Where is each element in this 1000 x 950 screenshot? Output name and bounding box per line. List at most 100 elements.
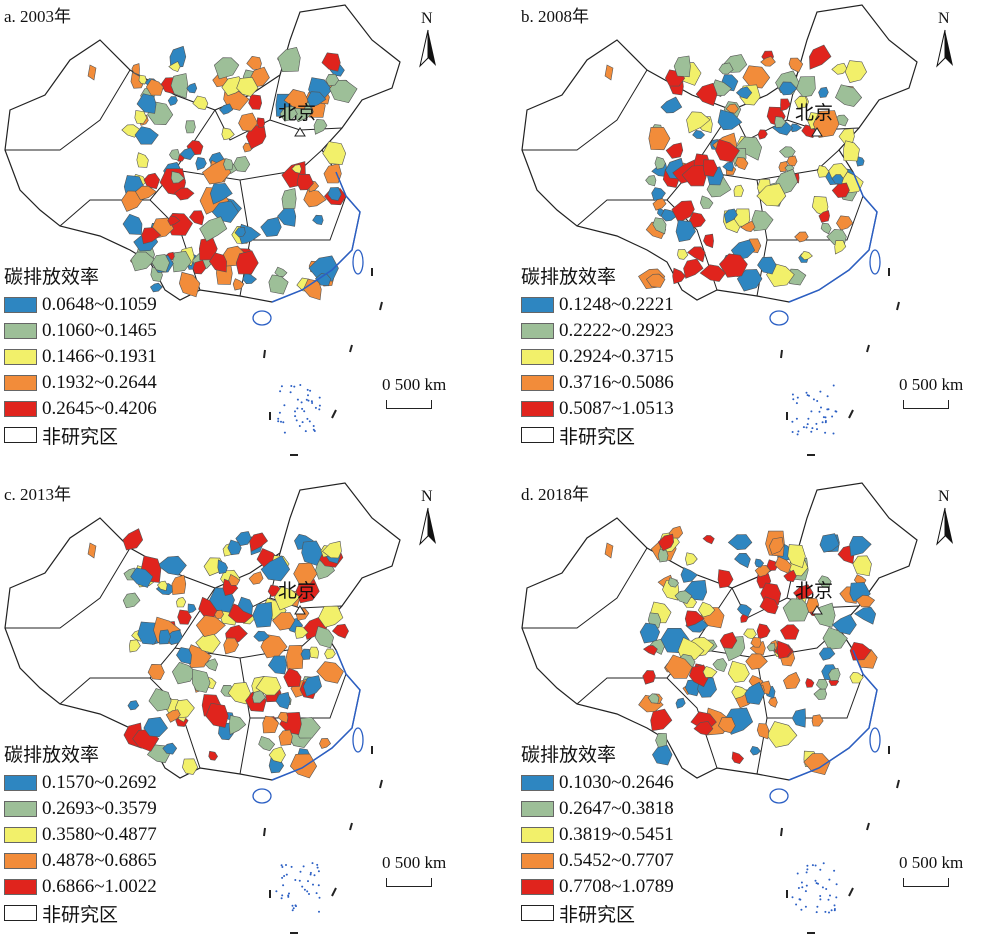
- province-border: [5, 547, 131, 629]
- city-region: [329, 79, 358, 104]
- island-dot: [306, 890, 309, 893]
- island-dot: [291, 909, 294, 912]
- city-region: [281, 188, 297, 209]
- island-dot: [318, 896, 321, 899]
- island-dot: [314, 406, 317, 409]
- city-region: [150, 282, 163, 293]
- city-region: [693, 720, 714, 736]
- city-region: [238, 112, 259, 132]
- city-region: [308, 255, 339, 282]
- legend: 碳排放效率 0.1248~0.2221 0.2222~0.2923 0.2924~0…: [521, 262, 674, 448]
- city-region: [256, 117, 266, 128]
- legend-swatch: [521, 427, 554, 443]
- island-dot: [821, 886, 824, 889]
- legend: 碳排放效率 0.1030~0.2646 0.2647~0.3818 0.3819~0…: [521, 740, 674, 926]
- hainan: [252, 310, 272, 326]
- city-region: [195, 615, 226, 637]
- city-region: [314, 626, 335, 649]
- province-border: [250, 673, 347, 719]
- city-region: [652, 198, 667, 211]
- island-dot: [829, 894, 831, 897]
- city-region: [660, 96, 683, 114]
- city-region: [217, 559, 228, 575]
- island-dot: [318, 404, 321, 407]
- city-region: [723, 208, 738, 224]
- island-dot: [805, 391, 808, 394]
- city-region: [185, 120, 196, 134]
- city-region: [650, 708, 673, 732]
- island-dot: [802, 426, 805, 429]
- nine-dash-line: [780, 746, 900, 934]
- city-region: [751, 210, 774, 232]
- island-dot: [305, 398, 308, 401]
- legend-label: 0.2645~0.4206: [42, 398, 157, 419]
- city-region: [673, 55, 691, 78]
- legend-item: 非研究区: [521, 422, 674, 448]
- legend-label: 0.1466~0.1931: [42, 346, 157, 367]
- legend-item: 非研究区: [521, 900, 674, 926]
- city-region: [681, 165, 708, 187]
- island-dot: [281, 894, 284, 897]
- city-region: [235, 531, 252, 547]
- island-dot: [796, 433, 799, 436]
- city-region: [156, 580, 168, 592]
- xinjiang-region: [604, 64, 614, 81]
- city-region: [702, 666, 718, 678]
- legend-label: 0.4878~0.6865: [42, 850, 157, 871]
- legend-swatch: [4, 775, 37, 791]
- legend-label: 0.1030~0.2646: [559, 772, 674, 793]
- island-dot: [285, 864, 287, 866]
- city-region: [687, 246, 706, 263]
- beijing-marker: [811, 127, 823, 137]
- island-dot: [309, 871, 312, 874]
- city-region: [170, 171, 185, 184]
- legend-swatch: [521, 401, 554, 417]
- island-dot: [816, 905, 819, 908]
- city-region: [162, 742, 178, 755]
- city-region: [844, 60, 867, 83]
- island-dot: [294, 904, 297, 907]
- city-region: [699, 264, 727, 282]
- legend-item: 0.0648~0.1059: [4, 292, 157, 318]
- scale-label: 0 500 km: [899, 853, 964, 872]
- map-panel-4: d. 2018年 北京 N 0 500 km 碳排放效率 0.1030~0.26…: [517, 478, 1000, 950]
- city-region: [727, 660, 750, 683]
- city-region: [232, 278, 245, 291]
- legend-label: 0.0648~0.1059: [42, 294, 157, 315]
- city-region: [719, 253, 748, 278]
- city-region: [208, 252, 227, 273]
- beijing-marker: [294, 127, 306, 137]
- city-region: [811, 714, 824, 727]
- island-dot: [819, 390, 822, 393]
- city-region: [780, 624, 800, 640]
- city-region: [258, 736, 276, 752]
- city-region: [750, 636, 762, 648]
- china-map: [521, 482, 918, 934]
- city-region: [318, 605, 344, 628]
- legend-item: 0.3716~0.5086: [521, 370, 674, 396]
- legend-label: 0.1932~0.2644: [42, 372, 157, 393]
- city-region: [787, 544, 806, 568]
- legend-swatch: [521, 323, 554, 339]
- city-region: [735, 86, 753, 100]
- island-dot: [294, 879, 297, 881]
- city-region: [818, 647, 836, 661]
- city-region: [654, 156, 666, 170]
- city-region: [774, 116, 787, 128]
- city-region: [301, 540, 324, 566]
- city-region: [321, 52, 341, 72]
- island-dot: [316, 866, 319, 869]
- island-dot: [816, 400, 819, 402]
- city-region: [805, 678, 815, 688]
- legend-swatch: [4, 323, 37, 339]
- city-region: [819, 533, 840, 553]
- city-region: [684, 610, 705, 628]
- city-region: [818, 86, 829, 98]
- legend-item: 非研究区: [4, 900, 157, 926]
- panel-title: b. 2008年: [521, 7, 589, 26]
- island-dot: [311, 402, 314, 404]
- city-region: [262, 715, 280, 734]
- island-dot: [820, 406, 822, 409]
- city-region: [680, 567, 698, 583]
- legend-item: 0.1466~0.1931: [4, 344, 157, 370]
